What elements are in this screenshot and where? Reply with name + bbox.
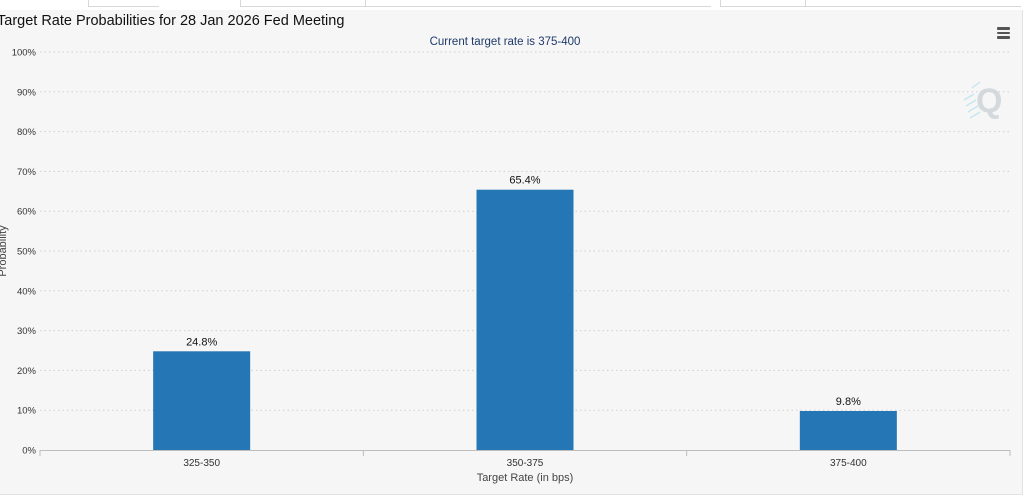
x-tick-labels: 325-350 350-375 375-400 — [39, 450, 1011, 469]
y-tick-label: 0% — [22, 446, 36, 457]
x-tick-label: 375-400 — [830, 458, 867, 469]
data-label: 24.8% — [186, 336, 217, 348]
data-labels: 24.8% 65.4% 9.8% — [186, 175, 861, 408]
data-label: 65.4% — [509, 175, 540, 187]
data-label: 9.8% — [836, 396, 861, 408]
bar-350-375[interactable] — [476, 189, 574, 450]
y-tick-label: 70% — [17, 167, 37, 178]
y-tick-label: 100% — [12, 48, 37, 59]
top-strip — [0, 0, 1024, 10]
y-tick-label: 10% — [17, 406, 37, 417]
strip-cell — [240, 0, 366, 7]
x-tick-label: 325-350 — [183, 458, 220, 469]
y-tick-label: 90% — [17, 87, 37, 98]
y-tick-label: 20% — [17, 366, 37, 377]
y-tick-labels: 0% 10% 20% 30% 40% 50% 60% 70% 80% 90% 100% — [12, 48, 37, 457]
chart-title: Target Rate Probabilities for 28 Jan 202… — [0, 13, 345, 29]
y-tick-label: 80% — [17, 127, 37, 138]
y-tick-label: 60% — [17, 207, 37, 218]
q-logo-icon: Q — [963, 81, 1002, 120]
bar-375-400[interactable] — [799, 410, 897, 450]
hamburger-menu-icon[interactable] — [996, 26, 1012, 40]
strip-cell — [365, 0, 711, 7]
y-tick-label: 40% — [17, 286, 37, 297]
x-axis-title: Target Rate (in bps) — [477, 472, 574, 484]
bar-325-350[interactable] — [153, 351, 251, 450]
chart-subtitle: Current target rate is 375-400 — [430, 36, 581, 48]
y-tick-label: 50% — [17, 247, 37, 258]
y-axis-title: Probability — [0, 225, 9, 277]
x-tick-label: 350-375 — [507, 458, 544, 469]
strip-cell — [720, 0, 806, 7]
strip-cell — [805, 0, 1021, 7]
strip-cell — [88, 0, 159, 7]
svg-text:Q: Q — [976, 82, 1002, 120]
bars — [153, 189, 897, 450]
y-tick-label: 30% — [17, 326, 37, 337]
